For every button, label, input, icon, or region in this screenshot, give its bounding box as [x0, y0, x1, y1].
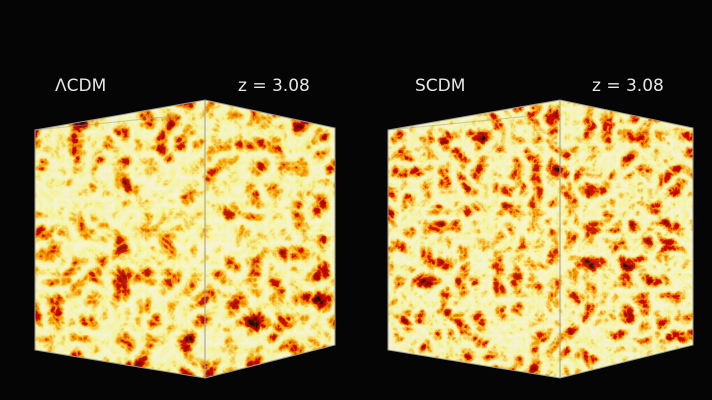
cube-right [387, 99, 694, 379]
model-label: ΛCDM [55, 76, 106, 96]
redshift-label: z = 3.08 [592, 76, 664, 96]
model-label: SCDM [415, 76, 465, 96]
cube-left [34, 99, 336, 379]
redshift-label: z = 3.08 [238, 76, 310, 96]
